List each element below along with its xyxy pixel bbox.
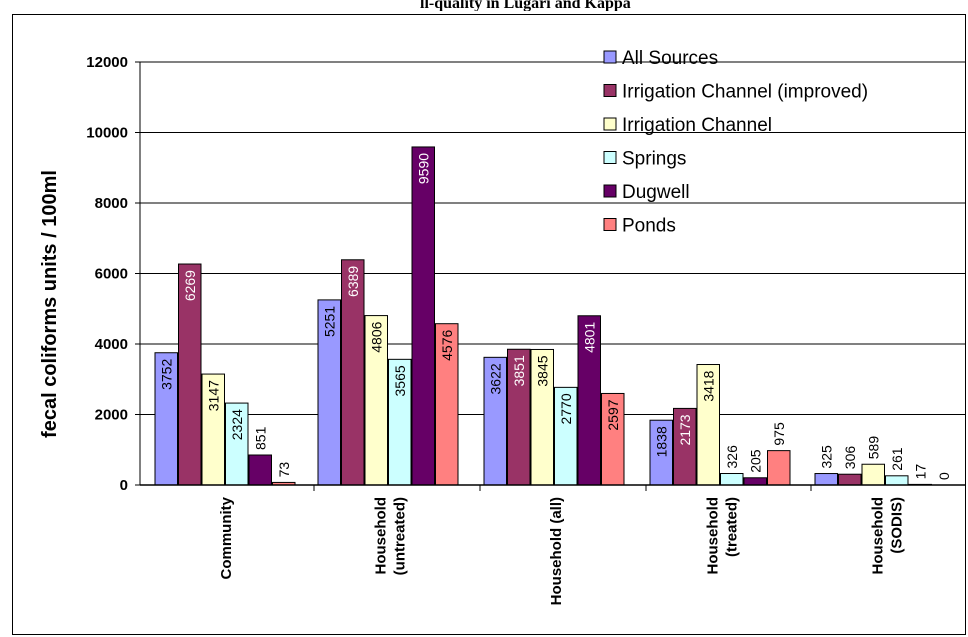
legend-label: Dugwell	[622, 182, 690, 203]
bar-dugwell	[249, 455, 272, 485]
data-label: 2173	[677, 414, 693, 445]
legend-swatch	[604, 51, 616, 63]
data-label: 4576	[439, 329, 455, 360]
legend-label: Irrigation Channel	[622, 115, 772, 136]
data-label: 205	[747, 449, 763, 473]
data-label: 0	[936, 472, 952, 480]
y-tick-label: 12000	[86, 54, 128, 71]
data-label: 589	[865, 436, 881, 460]
y-tick-label: 8000	[95, 195, 128, 212]
bars	[155, 147, 932, 485]
legend-label: Springs	[622, 149, 686, 170]
bar-irrigation-channel	[862, 464, 885, 485]
category-label: Household	[705, 497, 722, 575]
bar-irrigation-channel-improved-	[839, 474, 862, 485]
category-label: (untreated)	[392, 497, 409, 575]
data-label: 2324	[229, 409, 245, 440]
data-label: 3845	[534, 355, 550, 386]
data-label: 4801	[581, 322, 597, 353]
data-label: 306	[842, 446, 858, 470]
bar-ponds	[768, 451, 791, 485]
legend-label: Ponds	[622, 216, 676, 237]
legend-swatch	[604, 219, 616, 231]
data-label: 3622	[487, 363, 503, 394]
data-label: 975	[771, 422, 787, 446]
data-label: 326	[724, 445, 740, 469]
data-label: 4806	[368, 321, 384, 352]
data-label: 3565	[392, 365, 408, 396]
data-label: 5251	[321, 306, 337, 337]
data-label: 3752	[158, 359, 174, 390]
category-label: Household	[373, 497, 390, 575]
data-label: 17	[912, 464, 928, 480]
y-tick-label: 2000	[95, 407, 128, 424]
bar-dugwell	[744, 478, 767, 485]
bar-springs	[721, 474, 744, 485]
category-label: Household	[870, 497, 887, 575]
legend: All Sources Irrigation Channel (improved)…	[604, 48, 868, 237]
legend-label: All Sources	[622, 48, 718, 69]
y-axis-ticks: 0 2000 4000 6000 8000 10000 12000	[86, 54, 140, 494]
category-label: (SODIS)	[889, 497, 906, 554]
data-label: 1838	[653, 426, 669, 457]
data-label: 2597	[605, 399, 621, 430]
y-tick-label: 6000	[95, 266, 128, 283]
data-label: 73	[276, 462, 292, 478]
bar-all-sources	[815, 474, 838, 485]
category-label: Community	[218, 496, 235, 579]
legend-swatch	[604, 185, 616, 197]
data-label: 6269	[182, 270, 198, 301]
legend-swatch	[604, 152, 616, 164]
bar-dugwell	[412, 147, 435, 485]
bar-springs	[886, 476, 909, 485]
data-label: 851	[252, 426, 268, 450]
category-label: Household (all)	[548, 497, 565, 605]
data-label: 261	[889, 447, 905, 471]
y-axis-label: fecal coliforms units / 100ml	[39, 170, 61, 438]
y-tick-label: 10000	[86, 125, 128, 142]
legend-label: Irrigation Channel (improved)	[622, 82, 868, 103]
data-label: 9590	[415, 153, 431, 184]
data-label: 3418	[700, 370, 716, 401]
data-label: 3147	[205, 380, 221, 411]
y-tick-label: 0	[120, 477, 128, 494]
data-label: 6389	[345, 266, 361, 297]
data-label: 325	[818, 445, 834, 469]
y-tick-label: 4000	[95, 336, 128, 353]
legend-swatch	[604, 85, 616, 97]
data-label: 3851	[511, 355, 527, 386]
legend-swatch	[604, 118, 616, 130]
category-labels: Community Household (untreated) Household (…	[218, 496, 906, 605]
category-label: (treated)	[724, 497, 741, 557]
data-label: 2770	[558, 393, 574, 424]
